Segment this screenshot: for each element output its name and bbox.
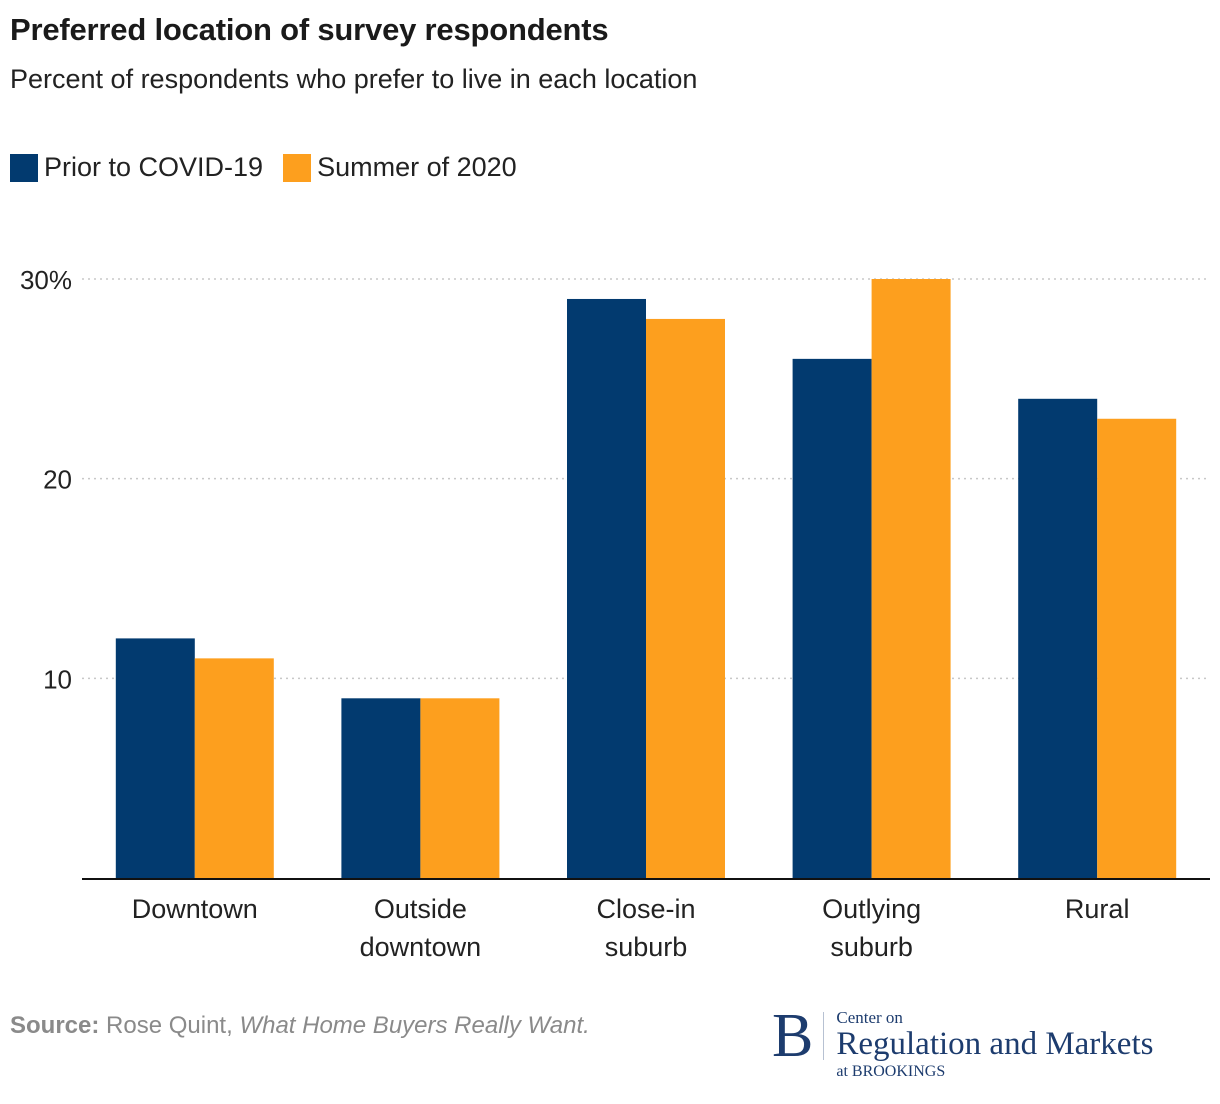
bar-prior-3 xyxy=(792,358,872,878)
x-tick-label-1: Outside downtown xyxy=(360,894,482,962)
y-tick-label-30: 30% xyxy=(20,265,72,295)
bar-chart: 10 20 30% Downtown Outside downtown Close-in su… xyxy=(20,265,1210,962)
legend-item-prior: Prior to COVID-19 xyxy=(10,152,263,183)
bar-summer-3 xyxy=(871,279,951,878)
x-tick-label-0: Downtown xyxy=(132,894,258,924)
bar-prior-2 xyxy=(567,298,646,878)
logo-line3: at BROOKINGS xyxy=(836,1063,946,1080)
y-tick-label-20: 20 xyxy=(43,465,72,495)
source-label: Source: xyxy=(10,1012,100,1039)
x-tick-label-3: Outlying suburb xyxy=(822,894,921,962)
logo-text: Center on Regulation and Markets at BROO… xyxy=(836,1008,1153,1084)
y-tick-label-10: 10 xyxy=(43,664,72,694)
legend-item-summer: Summer of 2020 xyxy=(283,152,517,183)
bar-prior-1 xyxy=(341,698,421,878)
logo-letter: B xyxy=(772,1002,814,1070)
logo-line2: Regulation and Markets xyxy=(836,1026,1154,1062)
legend-label-prior: Prior to COVID-19 xyxy=(44,152,264,182)
chart-subtitle: Percent of respondents who prefer to liv… xyxy=(10,64,698,94)
x-tick-label-4: Rural xyxy=(1065,894,1130,924)
bar-prior-4 xyxy=(1018,398,1098,878)
bar-summer-1 xyxy=(420,698,500,878)
legend: Prior to COVID-19 Summer of 2020 xyxy=(10,152,537,183)
bar-summer-4 xyxy=(1097,418,1177,878)
source-title: What Home Buyers Really Want. xyxy=(239,1012,590,1039)
logo-divider xyxy=(823,1012,825,1060)
bar-summer-0 xyxy=(194,658,274,878)
x-tick-label-2: Close-in suburb xyxy=(596,894,695,962)
source-author: Rose Quint, xyxy=(106,1012,240,1039)
legend-swatch-prior xyxy=(10,153,38,182)
bar-summer-2 xyxy=(646,318,725,878)
source-note: Source: Rose Quint, What Home Buyers Rea… xyxy=(10,1012,590,1040)
bar-prior-0 xyxy=(115,638,195,878)
logo-line1: Center on xyxy=(836,1008,903,1027)
brookings-logo: B Center on Regulation and Markets at BR… xyxy=(772,1002,1153,1084)
chart-title: Preferred location of survey respondents xyxy=(10,12,609,47)
legend-label-summer: Summer of 2020 xyxy=(317,152,517,182)
legend-swatch-summer xyxy=(283,153,312,182)
